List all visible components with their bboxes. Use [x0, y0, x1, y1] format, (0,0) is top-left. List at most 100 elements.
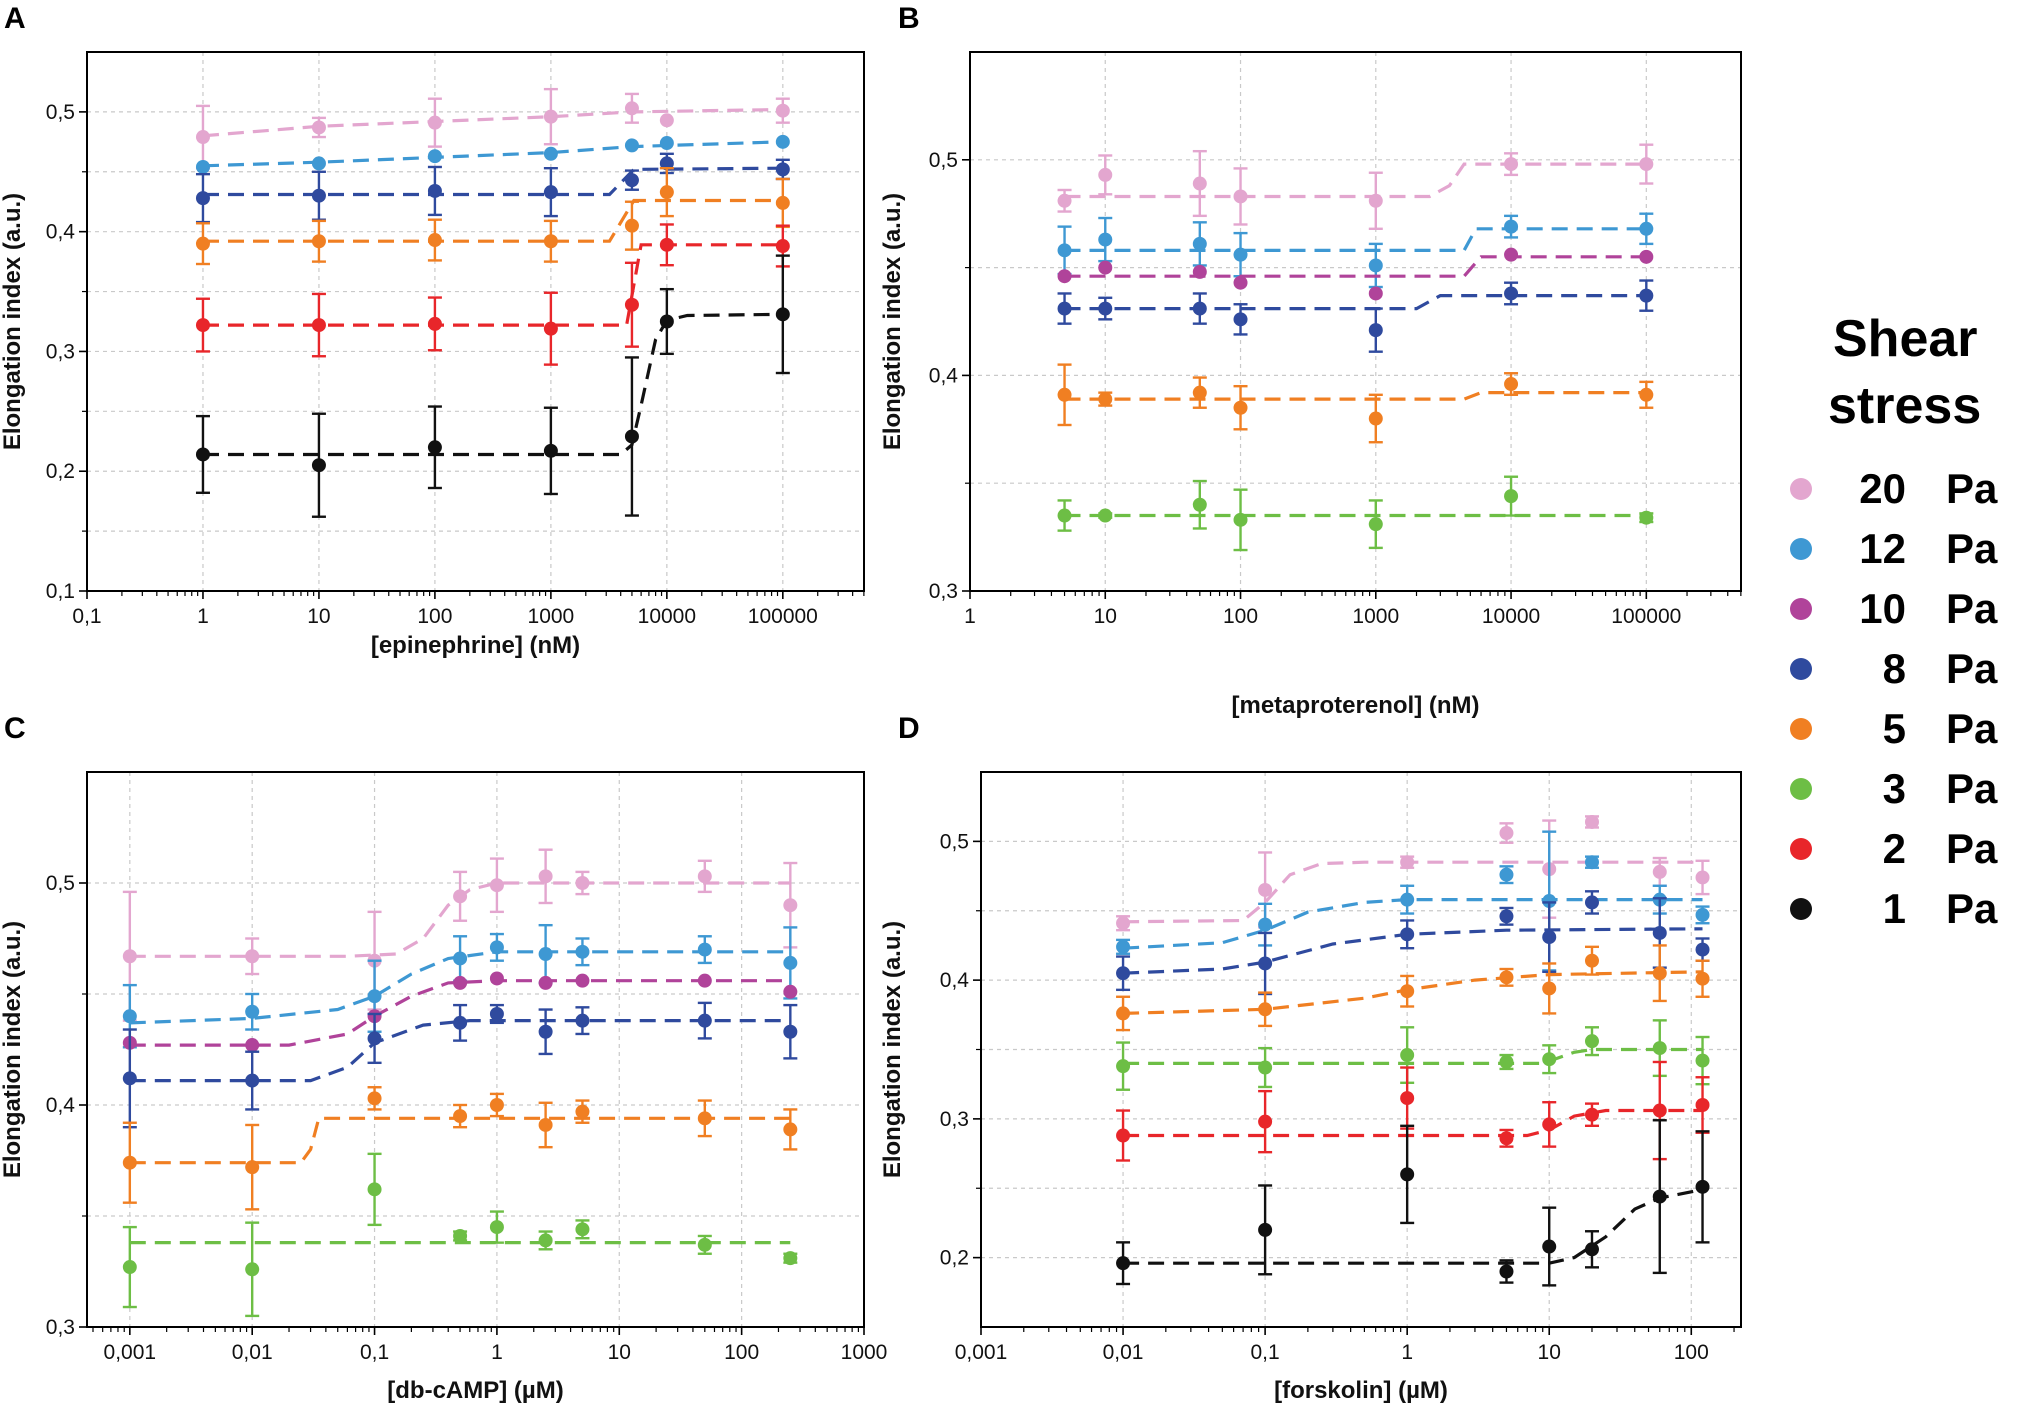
data-point [1639, 387, 1654, 402]
data-point [575, 1104, 590, 1119]
series-8-pa [122, 1001, 798, 1129]
data-point [659, 185, 674, 200]
legend-value: 2 [1883, 825, 1906, 872]
data-point [697, 1237, 712, 1252]
data-point [1192, 301, 1207, 316]
data-point [575, 973, 590, 988]
data-point [1368, 517, 1383, 532]
panel-a-letter: A [4, 2, 26, 35]
data-point [1652, 1103, 1667, 1118]
data-point [1584, 814, 1599, 829]
data-point [543, 321, 558, 336]
data-point [427, 316, 442, 331]
x-tick-label: 10 [608, 1341, 631, 1364]
legend-unit: Pa [1946, 465, 1998, 512]
legend-value: 8 [1883, 645, 1906, 692]
data-point [489, 1006, 504, 1021]
y-axis-title: Elongation index (a.u.) [0, 921, 26, 1178]
legend-title-line1: Shear [1833, 310, 1978, 368]
fit-line [1123, 860, 1703, 924]
data-point [1504, 489, 1519, 504]
data-point [1652, 1041, 1667, 1056]
data-point [1116, 916, 1131, 931]
data-point [1400, 927, 1415, 942]
y-tick-label: 0,3 [46, 340, 75, 363]
series-3-pa [1116, 1019, 1710, 1091]
legend-item: 10 Pa [1790, 585, 1998, 632]
data-point [1639, 249, 1654, 264]
data-point [1057, 243, 1072, 258]
data-point [659, 314, 674, 329]
data-point [1695, 907, 1710, 922]
data-point [245, 1038, 260, 1053]
data-point [195, 191, 210, 206]
data-point [1584, 855, 1599, 870]
data-point [1584, 895, 1599, 910]
data-point [1098, 232, 1113, 247]
data-point [1542, 1239, 1557, 1254]
data-point [1116, 1059, 1131, 1074]
data-point [367, 1091, 382, 1106]
data-point [245, 1073, 260, 1088]
fit-line [1064, 162, 1647, 199]
data-point [1695, 1053, 1710, 1068]
data-point [195, 130, 210, 145]
y-tick-label: 0,4 [940, 969, 970, 992]
data-point [659, 136, 674, 151]
data-point [427, 440, 442, 455]
y-tick-label: 0,4 [929, 364, 959, 387]
x-tick-label: 10 [1094, 605, 1117, 628]
y-tick-label: 0,4 [46, 1094, 76, 1117]
data-point [122, 1009, 137, 1024]
fit-line [1064, 294, 1647, 311]
legend-value: 12 [1859, 525, 1906, 572]
series-5-pa [195, 166, 790, 266]
legend-title-line2: stress [1828, 377, 1981, 435]
data-point [1057, 269, 1072, 284]
data-point [311, 120, 326, 135]
data-point [489, 1098, 504, 1112]
data-point [1116, 1006, 1131, 1021]
data-point [122, 1260, 137, 1275]
data-point [1057, 301, 1072, 316]
data-point [195, 447, 210, 462]
y-tick-label: 0,5 [46, 872, 75, 895]
series-20-pa [195, 87, 790, 170]
x-tick-label: 10000 [638, 605, 696, 628]
data-point [538, 869, 553, 884]
y-tick-label: 0,5 [929, 149, 958, 172]
legend-unit: Pa [1946, 765, 1998, 812]
data-point [1233, 275, 1248, 290]
legend-unit: Pa [1946, 585, 1998, 632]
data-point [453, 975, 468, 990]
data-point [624, 138, 639, 153]
data-point [453, 1109, 468, 1124]
series-3-pa [1057, 475, 1654, 552]
legend-marker [1790, 478, 1812, 500]
x-tick-label: 100 [1674, 1341, 1709, 1364]
data-point [311, 318, 326, 333]
legend-marker [1790, 718, 1812, 740]
x-tick-label: 10 [307, 605, 330, 628]
data-point [1499, 826, 1514, 841]
series-5-pa [1057, 363, 1654, 444]
fit-line [202, 140, 783, 168]
x-tick-label: 0,001 [104, 1341, 157, 1364]
data-point [1258, 1114, 1273, 1129]
data-point [775, 134, 790, 149]
series-20-pa [122, 848, 798, 1022]
data-point [659, 156, 674, 171]
fit-line [1123, 1108, 1703, 1138]
panel-d: D 0,001 0,01 0,1 1 10 100 0,2 0,3 0,4 0,5 [forskol… [879, 712, 1742, 1404]
y-axis-title: Elongation index (a.u.) [879, 921, 906, 1178]
x-tick-label: 1000 [1352, 605, 1399, 628]
legend-marker [1790, 778, 1812, 800]
x-tick-label: 1 [1401, 1341, 1413, 1364]
legend-unit: Pa [1946, 825, 1998, 872]
data-point [427, 115, 442, 130]
data-point [1542, 981, 1557, 996]
data-point [1652, 966, 1667, 981]
data-point [1504, 157, 1519, 172]
data-point [697, 869, 712, 884]
data-point [122, 1155, 137, 1170]
